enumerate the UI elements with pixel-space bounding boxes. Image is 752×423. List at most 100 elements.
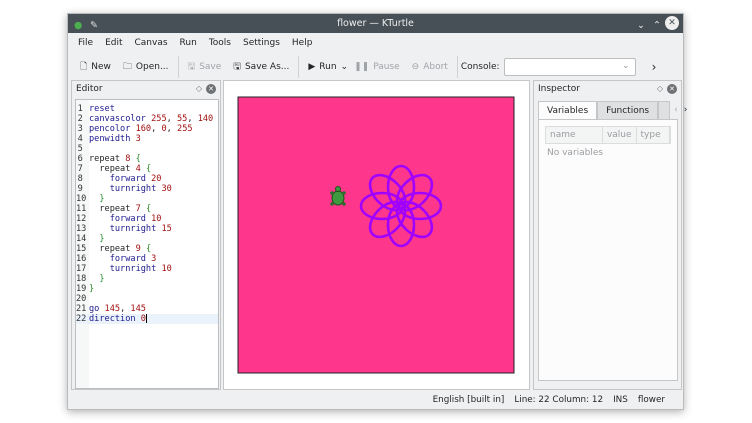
editor-title: Editor: [76, 84, 103, 94]
close-editor-icon[interactable]: ✕: [206, 84, 216, 94]
code-line[interactable]: 3 pencolor 160, 0, 255: [76, 124, 218, 134]
new-button[interactable]: 🗋 New: [74, 56, 117, 78]
column-type[interactable]: type: [637, 127, 670, 143]
menu-edit[interactable]: Edit: [105, 38, 123, 48]
tab-variables[interactable]: Variables: [538, 101, 598, 119]
line-number: 1: [77, 104, 88, 114]
code-token: ,: [166, 114, 172, 124]
save-button[interactable]: 🖫 Save: [182, 56, 228, 78]
menu-help[interactable]: Help: [291, 38, 313, 48]
toolbar-overflow-chevron-icon[interactable]: ›: [651, 59, 657, 74]
code-token: ,: [120, 304, 126, 314]
save-as-button[interactable]: 🖫 Save As...: [227, 56, 295, 78]
code-line[interactable]: 16 forward 3: [76, 254, 218, 264]
close-window-icon[interactable]: ✕: [665, 16, 679, 30]
line-number: 15: [76, 244, 92, 254]
code-line[interactable]: 1 reset: [76, 104, 218, 114]
tab-scroll-left-icon[interactable]: ‹: [674, 105, 678, 115]
code-token: pencolor: [89, 124, 136, 134]
run-dropdown-chevron-icon[interactable]: ⌄: [340, 61, 349, 72]
code-token: 145: [104, 304, 121, 314]
code-token: canvascolor: [89, 114, 152, 124]
code-token: ,: [187, 114, 193, 124]
code-line[interactable]: 21 go 145, 145: [76, 304, 218, 314]
line-number: 17: [76, 264, 92, 274]
chevron-down-icon[interactable]: ⌄: [622, 60, 630, 71]
code-line[interactable]: 15 repeat 9 {: [76, 244, 218, 254]
code-line[interactable]: 6 repeat 8 {: [76, 154, 218, 164]
code-line[interactable]: 5: [76, 144, 218, 154]
code-token: direction: [89, 314, 141, 324]
open-button[interactable]: 🗀 Open...: [117, 56, 175, 78]
code-line[interactable]: 7 repeat 4 {: [76, 164, 218, 174]
pause-button[interactable]: ❚❚ Pause: [348, 56, 406, 78]
code-line[interactable]: 4 penwidth 3: [76, 134, 218, 144]
tab-functions[interactable]: Functions: [597, 101, 659, 119]
code-line[interactable]: 8 forward 20: [76, 174, 218, 184]
menu-bar: File Edit Canvas Run Tools Settings Help: [72, 35, 318, 51]
code-token: repeat: [89, 204, 136, 214]
menu-tools[interactable]: Tools: [208, 38, 231, 48]
separator: [298, 55, 300, 78]
float-icon[interactable]: ◇: [656, 84, 663, 93]
code-line[interactable]: 2 canvascolor 255, 55, 140: [76, 114, 218, 124]
menu-settings[interactable]: Settings: [242, 38, 280, 48]
code-token: 20: [151, 174, 162, 184]
code-line[interactable]: 20: [76, 294, 218, 304]
code-line[interactable]: 17 turnright 10: [76, 264, 218, 274]
code-token: {: [140, 204, 152, 214]
code-line[interactable]: 13 turnright 15: [76, 224, 218, 234]
code-token: }: [89, 274, 105, 284]
line-number: 13: [76, 224, 92, 234]
console-input[interactable]: ⌄: [503, 57, 636, 76]
line-number: 20: [76, 294, 92, 304]
minimize-icon[interactable]: ⌄: [637, 20, 645, 31]
code-editor[interactable]: 1 reset 2 canvascolor 255, 55, 140 3 penco…: [75, 99, 219, 389]
status-mode: INS: [613, 394, 628, 405]
code-line[interactable]: 22 direction 0: [76, 314, 218, 324]
code-token: go: [89, 304, 105, 314]
maximize-icon[interactable]: ⌃: [653, 20, 661, 31]
line-number: 9: [77, 184, 88, 194]
status-bar: English [built in] Line: 22 Column: 12 I…: [68, 390, 683, 409]
column-value[interactable]: value: [603, 127, 637, 143]
code-token: 145: [125, 304, 146, 314]
tab-hidden[interactable]: [658, 101, 671, 119]
menu-file[interactable]: File: [78, 38, 94, 48]
run-button[interactable]: ▶ Run: [302, 56, 342, 78]
column-name[interactable]: name: [546, 127, 603, 143]
pause-label: Pause: [373, 61, 400, 72]
line-number: 7: [77, 164, 88, 174]
code-line[interactable]: 11 repeat 7 {: [76, 204, 218, 214]
code-token: 15: [161, 224, 172, 234]
code-line[interactable]: 14 }: [76, 234, 218, 244]
menu-canvas[interactable]: Canvas: [134, 38, 168, 48]
code-line[interactable]: 9 turnright 30: [76, 184, 218, 194]
code-line[interactable]: 19 }: [76, 284, 218, 294]
status-language[interactable]: English [built in]: [432, 394, 505, 405]
pin-icon[interactable]: ✎: [90, 20, 98, 31]
tab-scroll-right-icon[interactable]: ›: [683, 105, 688, 115]
line-number: 5: [77, 144, 88, 154]
flower-drawing: [359, 164, 443, 248]
float-icon[interactable]: ◇: [195, 84, 202, 93]
line-number: 11: [76, 204, 92, 214]
code-token: }: [89, 194, 105, 204]
code-token: 7: [135, 204, 141, 214]
play-icon: ▶: [308, 61, 316, 72]
code-token: 160: [135, 124, 152, 134]
code-token: 0: [140, 314, 146, 324]
kturtle-window: ● ✎ flower — KTurtle ⌄ ⌃ ✕ File Edit Canva…: [67, 13, 687, 410]
code-line[interactable]: 10 }: [76, 194, 218, 204]
save-label: Save: [199, 61, 222, 72]
abort-button[interactable]: ⊖ Abort: [406, 56, 454, 78]
turtle-canvas[interactable]: [224, 81, 529, 389]
inspector-panel: Inspector ◇ ✕ Variables Functions ‹ › name…: [533, 80, 687, 390]
close-inspector-icon[interactable]: ✕: [667, 84, 677, 94]
code-token: penwidth: [89, 134, 136, 144]
code-line[interactable]: 18 }: [76, 274, 218, 284]
code-line[interactable]: 12 forward 10: [76, 214, 218, 224]
separator: [177, 55, 179, 78]
menu-run[interactable]: Run: [179, 38, 197, 48]
canvas-panel: [223, 80, 530, 390]
